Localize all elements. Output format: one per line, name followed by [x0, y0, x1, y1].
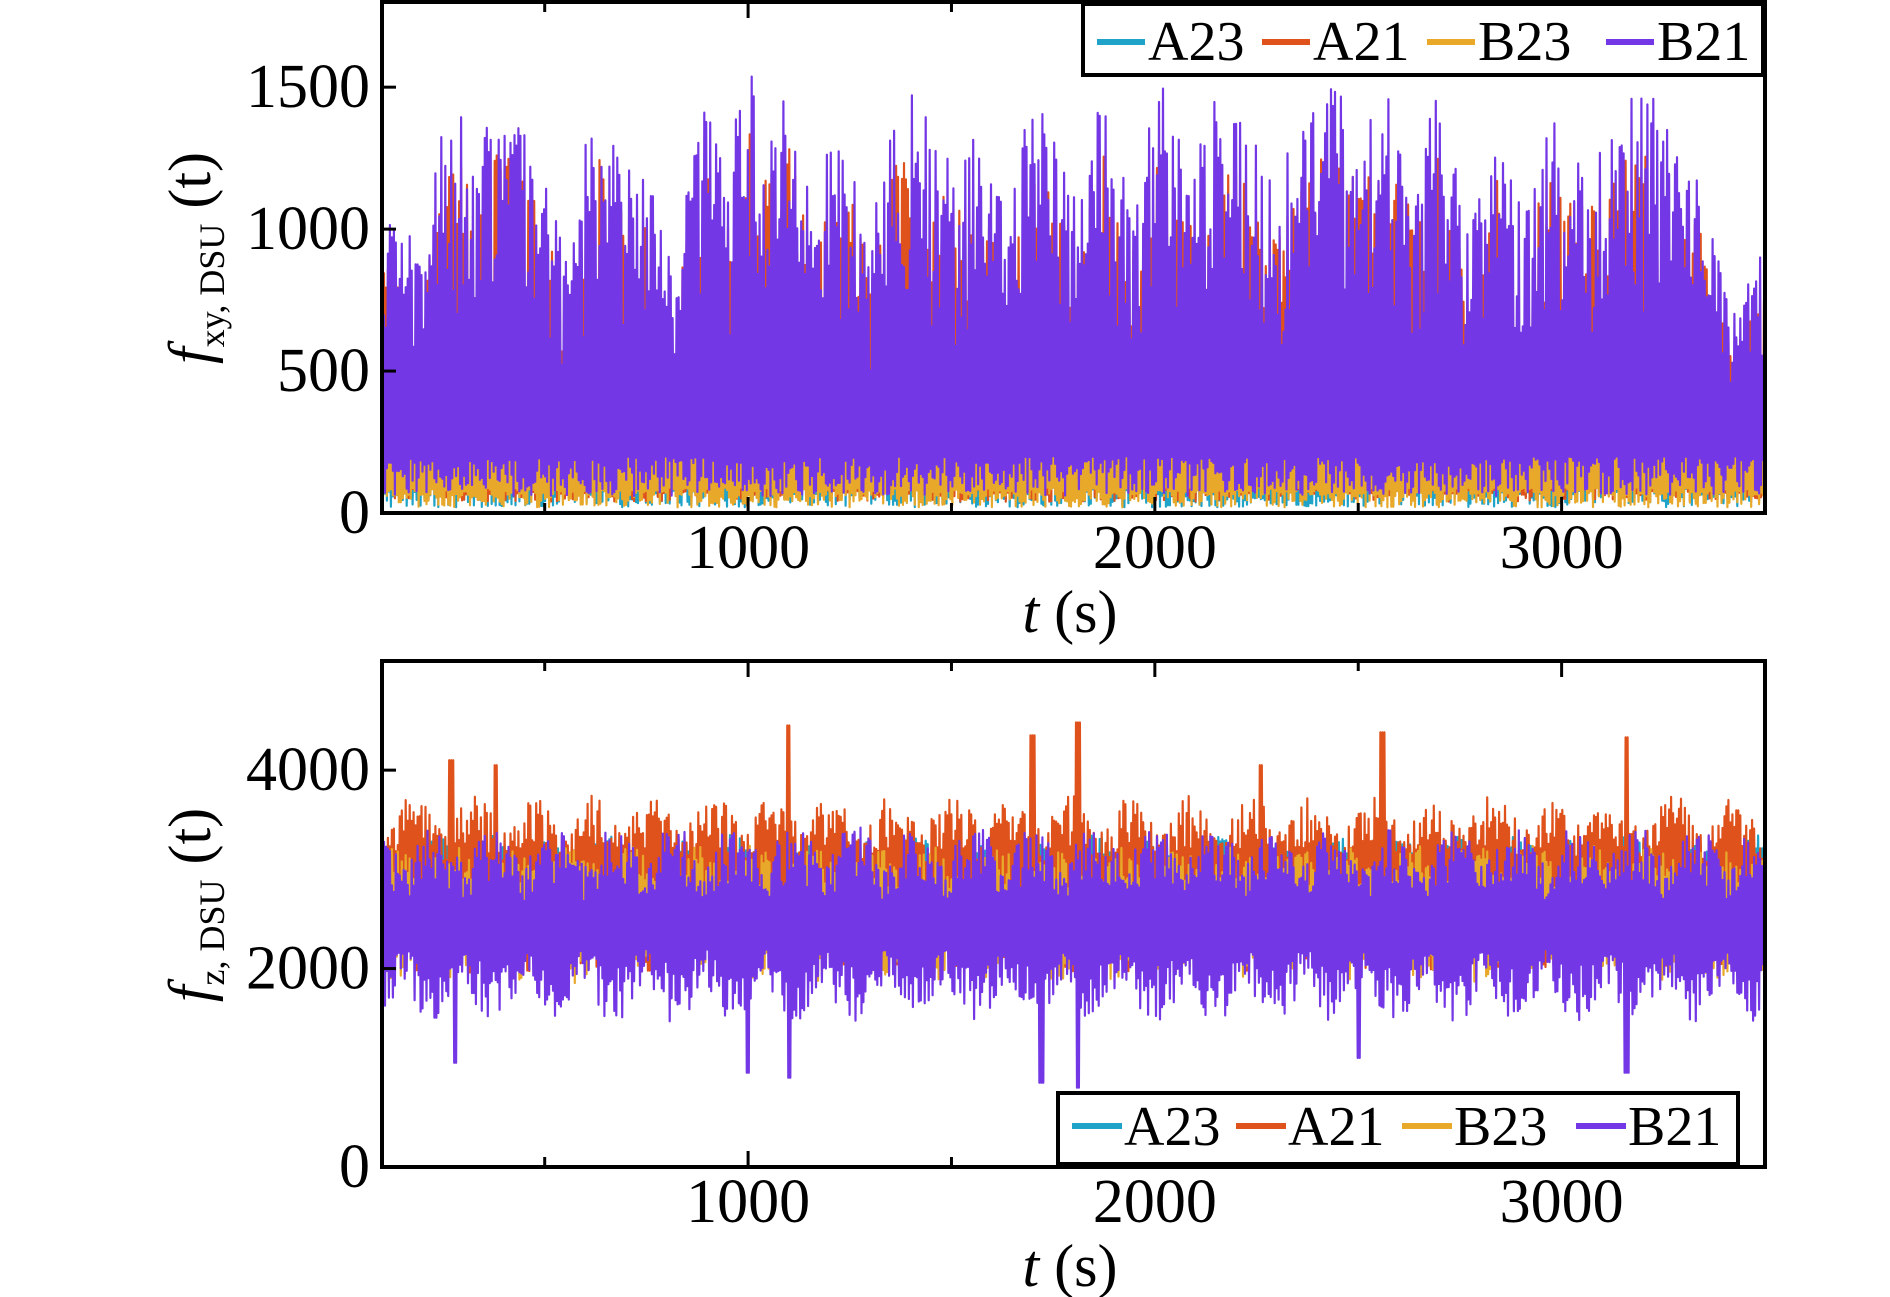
plot-area-bottom [382, 721, 1765, 1089]
series-line-b21-bottom [382, 826, 1765, 1089]
plot-area-top [382, 75, 1765, 509]
legend-bottom: A23 A21 B23 B21 [1056, 1091, 1740, 1166]
legend-label-b21-top: B21 [1657, 11, 1750, 73]
xlabel-bottom: t (s) [1023, 1233, 1118, 1297]
plot-frame-bottom [380, 659, 1767, 1169]
x-tick-label-bottom: 1000 [686, 1168, 810, 1236]
ylabel-top: fxy, DSU (t) [157, 152, 232, 364]
legend-label-b23-top: B23 [1478, 11, 1571, 73]
legend-label-a23-bottom: A23 [1124, 1096, 1220, 1158]
legend-label-a21-bottom: A21 [1288, 1096, 1384, 1158]
ticks-top: 1000 2000 3000 0 500 1000 1500 [246, 2, 1624, 582]
x-tick-label-top: 1000 [686, 514, 810, 582]
ylabel-bottom: fz, DSU (t) [157, 808, 232, 1002]
ticks-bottom: 1000 2000 3000 0 2000 4000 [246, 661, 1624, 1236]
legend-label-a23-top: A23 [1148, 11, 1244, 73]
x-tick-label-top: 3000 [1500, 514, 1624, 582]
legend-label-b23-bottom: B23 [1454, 1096, 1547, 1158]
y-tick-label-top: 1000 [246, 195, 370, 263]
x-tick-label-bottom: 3000 [1500, 1168, 1624, 1236]
xlabel-top: t (s) [1023, 579, 1118, 645]
x-tick-label-top: 2000 [1093, 514, 1217, 582]
y-tick-label-top: 500 [277, 337, 370, 405]
y-tick-label-bottom: 2000 [246, 935, 370, 1003]
y-tick-label-top: 1500 [246, 53, 370, 121]
panel-top: 1000 2000 3000 0 500 1000 1500 fxy, DSU (t) t … [157, 0, 1767, 645]
y-tick-label-top: 0 [339, 479, 370, 547]
plot-frame-top [380, 0, 1767, 515]
legend-label-a21-top: A21 [1313, 11, 1409, 73]
x-tick-label-bottom: 2000 [1093, 1168, 1217, 1236]
y-tick-label-bottom: 0 [339, 1133, 370, 1201]
y-tick-label-bottom: 4000 [246, 736, 370, 804]
legend-label-b21-bottom: B21 [1628, 1096, 1721, 1158]
legend-top: A23 A21 B23 B21 [1081, 2, 1765, 77]
series-line-b21-top [382, 75, 1765, 497]
